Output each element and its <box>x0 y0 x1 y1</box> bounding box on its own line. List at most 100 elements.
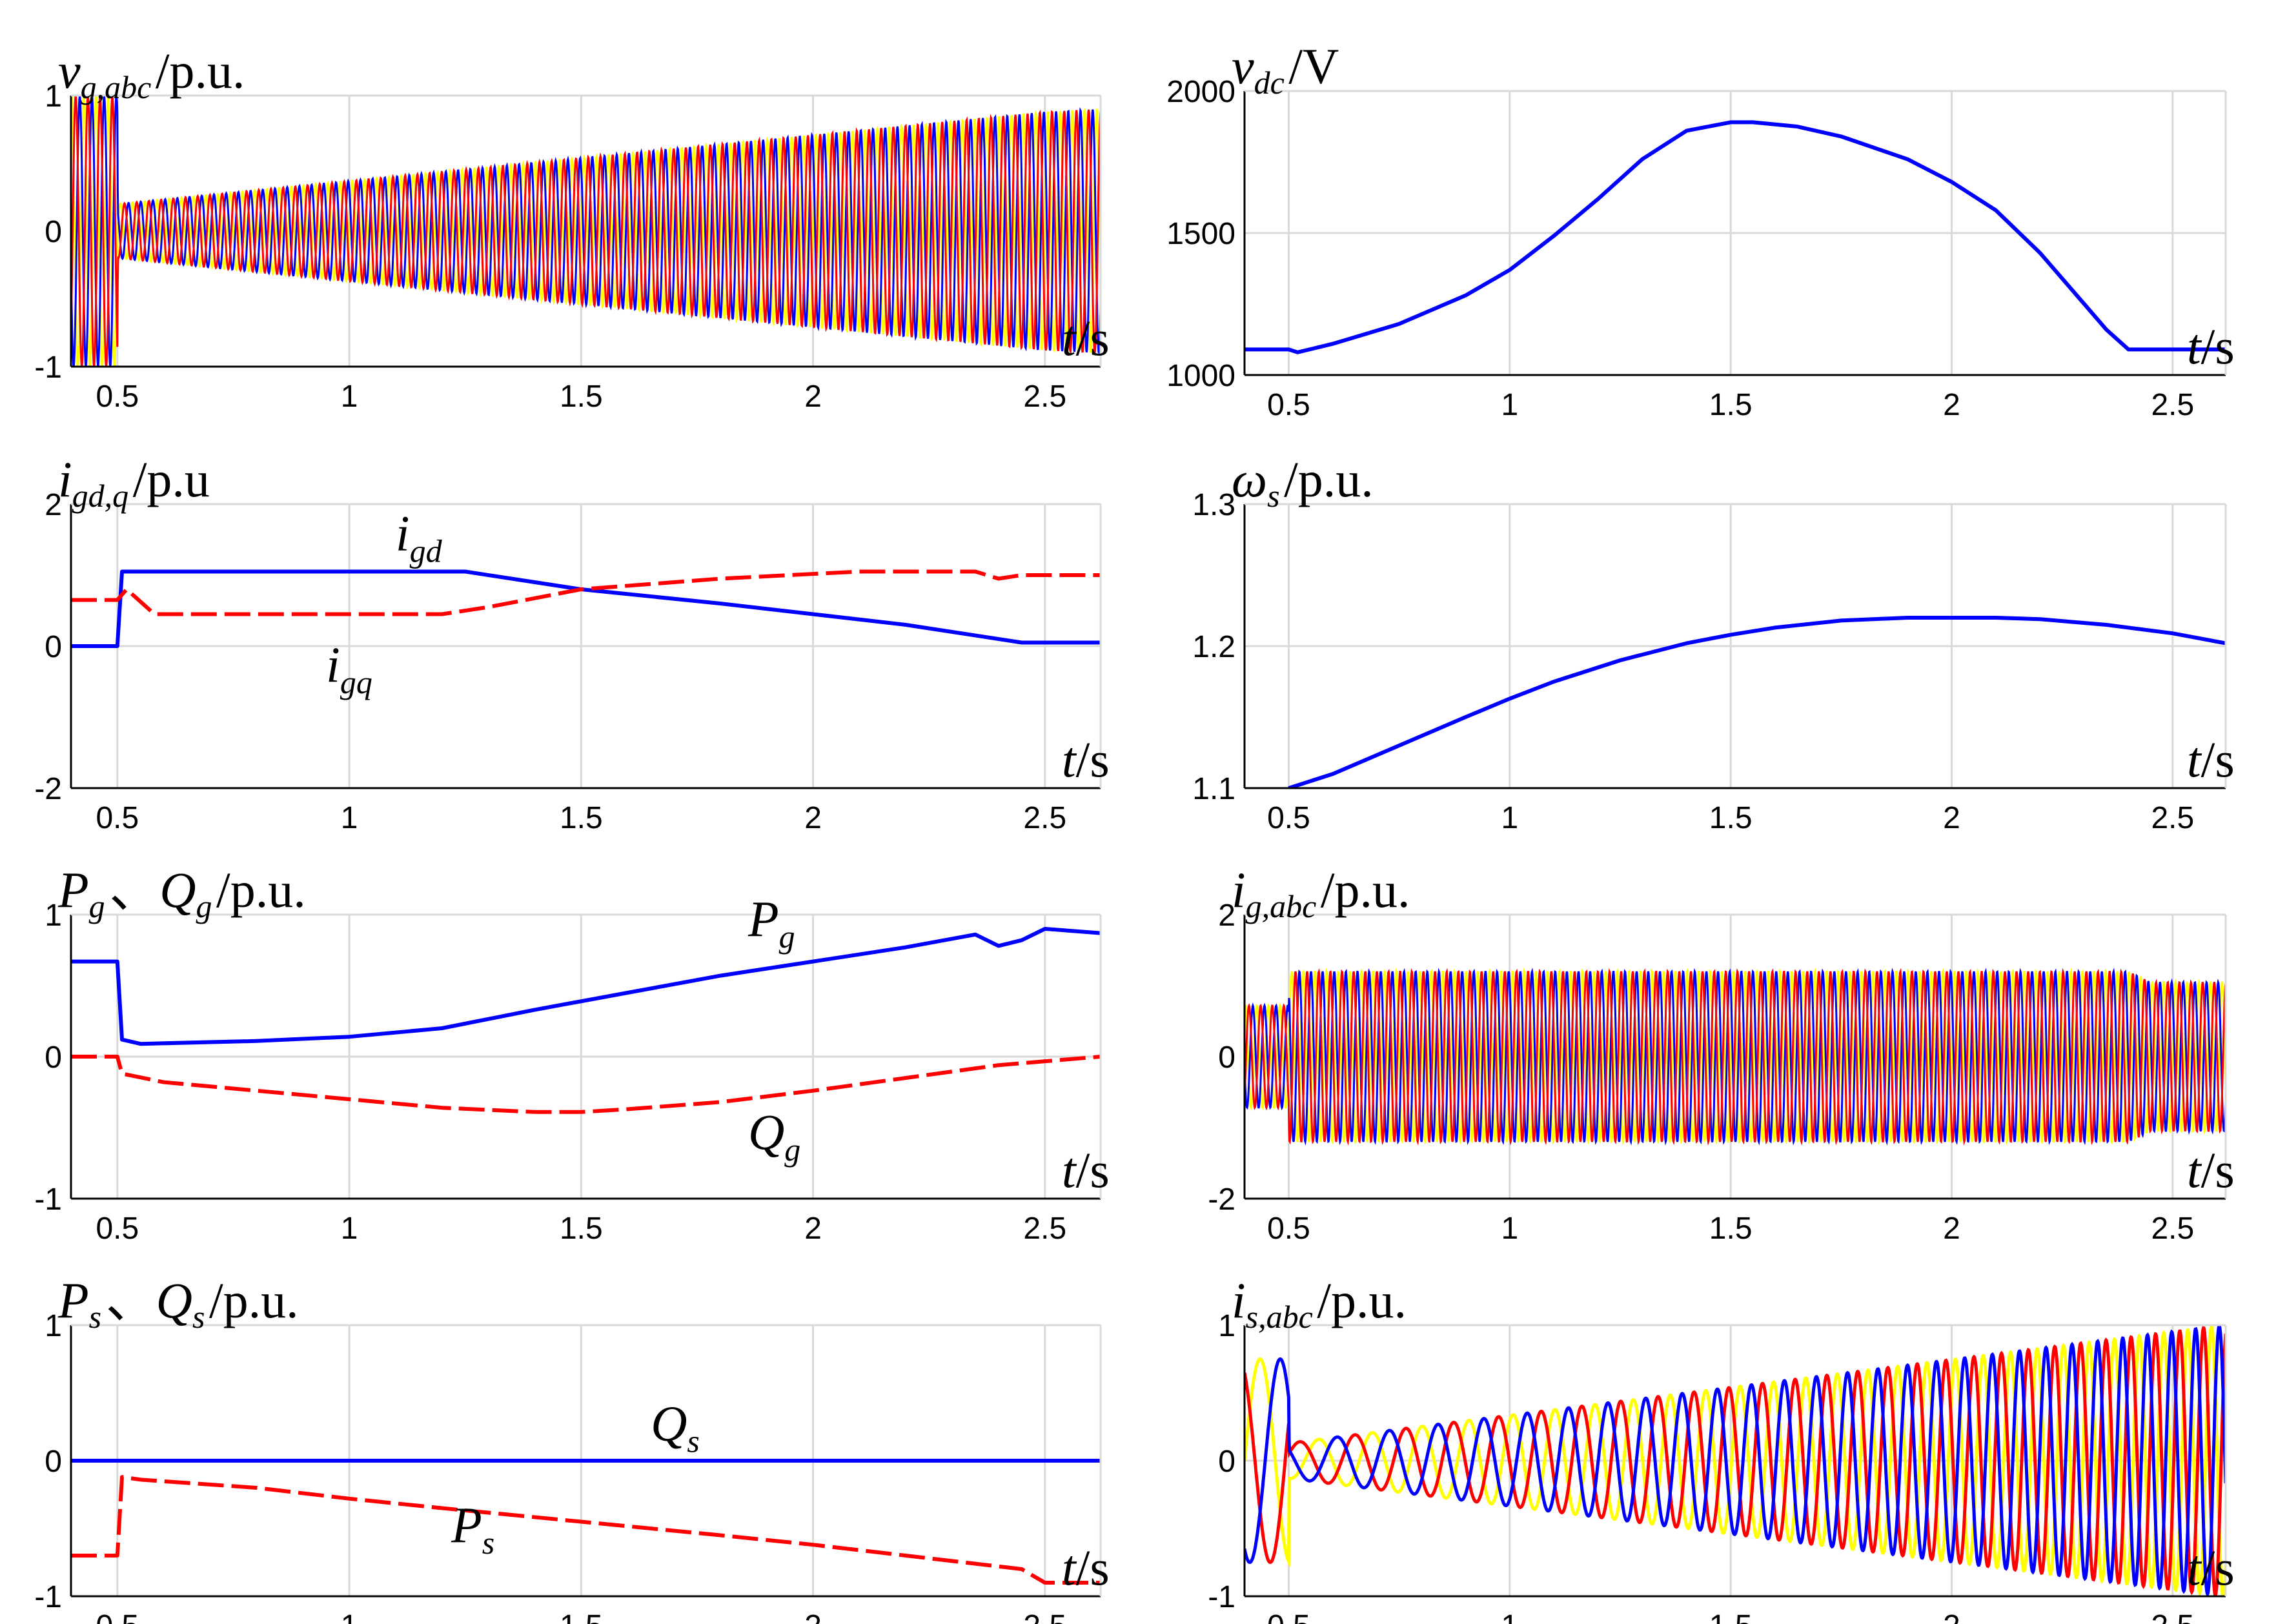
series-v_gc <box>71 96 1101 367</box>
xlabel: t/s <box>1062 310 1110 366</box>
trace-label-igq: igq <box>326 636 372 700</box>
trace-label-igd: igd <box>396 505 443 569</box>
series-ω_s <box>1288 616 2226 788</box>
xlabel: t/s <box>1062 1142 1110 1198</box>
x-tick-label: 2.5 <box>1023 1609 1066 1624</box>
y-tick-label: 1500 <box>1166 217 1235 251</box>
xlabel: t/s <box>2187 1142 2235 1198</box>
x-tick-label: 2.5 <box>2151 388 2194 422</box>
x-tick-label: 2 <box>804 1609 822 1624</box>
x-tick-label: 1 <box>1501 801 1518 835</box>
series-group <box>1245 120 2226 354</box>
ylabel: Ps 、Qs /p.u. <box>57 1272 299 1335</box>
ylabel: igd,q /p.u <box>58 451 210 514</box>
trace-label-Pg: Pg <box>747 891 795 955</box>
series-group <box>1288 616 2226 788</box>
series-i_sb <box>1245 1326 2226 1596</box>
y-tick-label: 0 <box>45 215 62 249</box>
xlabel: t/s <box>1062 731 1110 787</box>
x-tick-label: 1 <box>341 380 358 414</box>
x-tick-label: 2 <box>1943 1609 1960 1624</box>
x-tick-label: 1.5 <box>560 1609 603 1624</box>
x-tick-label: 1 <box>341 1212 358 1246</box>
y-tick-label: -1 <box>34 1580 62 1614</box>
x-tick-label: 1.5 <box>1709 801 1753 835</box>
ylabel: ig,abc /p.u. <box>1232 862 1410 924</box>
ylabel: Pg 、Qg /p.u. <box>57 862 306 924</box>
y-tick-label: 0 <box>45 1040 62 1075</box>
x-tick-label: 1 <box>1501 1212 1518 1246</box>
trace-label-Ps: Ps <box>451 1497 494 1561</box>
y-tick-label: -1 <box>34 1182 62 1217</box>
x-tick-label: 0.5 <box>1267 1609 1310 1624</box>
series-v_dc <box>1245 120 2226 354</box>
series-Q_g <box>71 1055 1101 1114</box>
x-tick-label: 2.5 <box>2151 1212 2194 1246</box>
series-group <box>71 569 1101 648</box>
trace-label-Qg: Qg <box>748 1104 800 1168</box>
series-P_g <box>71 927 1101 1046</box>
y-tick-label: 1 <box>45 1309 62 1343</box>
series-P_s <box>71 1475 1101 1585</box>
x-tick-label: 1.5 <box>1709 388 1753 422</box>
series-group <box>1245 968 2226 1146</box>
y-tick-label: 2000 <box>1166 75 1235 109</box>
y-tick-label: 1000 <box>1166 359 1235 393</box>
series-i_sc <box>1245 1325 2226 1596</box>
grid <box>1245 90 2226 376</box>
y-tick-label: 0 <box>45 1445 62 1479</box>
y-tick-label: 2 <box>1218 898 1235 933</box>
x-tick-label: 1.5 <box>1709 1212 1753 1246</box>
series-group <box>71 1459 1101 1585</box>
x-tick-label: 2.5 <box>2151 801 2194 835</box>
y-tick-label: 1.2 <box>1192 630 1235 664</box>
x-tick-label: 1 <box>341 801 358 835</box>
y-tick-label: -1 <box>34 350 62 385</box>
x-tick-label: 1.5 <box>1709 1609 1753 1624</box>
y-tick-label: -1 <box>1208 1580 1235 1614</box>
x-tick-label: 0.5 <box>96 1212 139 1246</box>
x-tick-label: 1.5 <box>560 380 603 414</box>
x-tick-label: 2 <box>1943 801 1960 835</box>
y-tick-label: 1.1 <box>1192 772 1235 806</box>
xlabel: t/s <box>2187 318 2235 374</box>
series-group <box>71 96 1101 367</box>
y-tick-label: 1 <box>1218 1309 1235 1343</box>
x-tick-label: 1.5 <box>560 1212 603 1246</box>
panel-omega: 0.5 1 1.5 2 2.5 1.1 1.2 1.3ωs /p.u. t/s <box>1192 451 2234 835</box>
x-tick-label: 0.5 <box>1267 388 1310 422</box>
series-i_gd <box>71 569 1101 648</box>
y-tick-label: 1 <box>45 898 62 933</box>
ylabel: vdc /V <box>1232 38 1339 101</box>
y-tick-label: 0 <box>45 630 62 664</box>
x-tick-label: 1 <box>1501 388 1518 422</box>
x-tick-label: 1 <box>1501 1609 1518 1624</box>
ylabel: is,abc /p.u. <box>1232 1272 1407 1335</box>
xlabel: t/s <box>1062 1539 1110 1596</box>
y-tick-label: 0 <box>1218 1040 1235 1075</box>
x-tick-label: 0.5 <box>96 1609 139 1624</box>
ylabel: ωs /p.u. <box>1232 451 1374 514</box>
xlabel: t/s <box>2187 731 2235 787</box>
x-tick-label: 0.5 <box>96 380 139 414</box>
y-tick-label: 2 <box>45 488 62 522</box>
grid <box>71 913 1101 1200</box>
series-i_gc <box>1245 968 2226 1146</box>
x-tick-label: 1 <box>341 1609 358 1624</box>
series-i_gq <box>71 569 1101 616</box>
grid <box>71 503 1101 789</box>
series-group <box>71 927 1101 1114</box>
y-tick-label: 0 <box>1218 1445 1235 1479</box>
y-tick-label: 1 <box>45 79 62 114</box>
grid <box>1245 503 2226 789</box>
x-tick-label: 2.5 <box>1023 1212 1066 1246</box>
ylabel: vg,abc /p.u. <box>58 43 245 105</box>
y-tick-label: -2 <box>1208 1182 1235 1217</box>
series-group <box>1245 1325 2226 1596</box>
y-tick-label: 1.3 <box>1192 488 1235 522</box>
xlabel: t/s <box>2187 1539 2235 1596</box>
